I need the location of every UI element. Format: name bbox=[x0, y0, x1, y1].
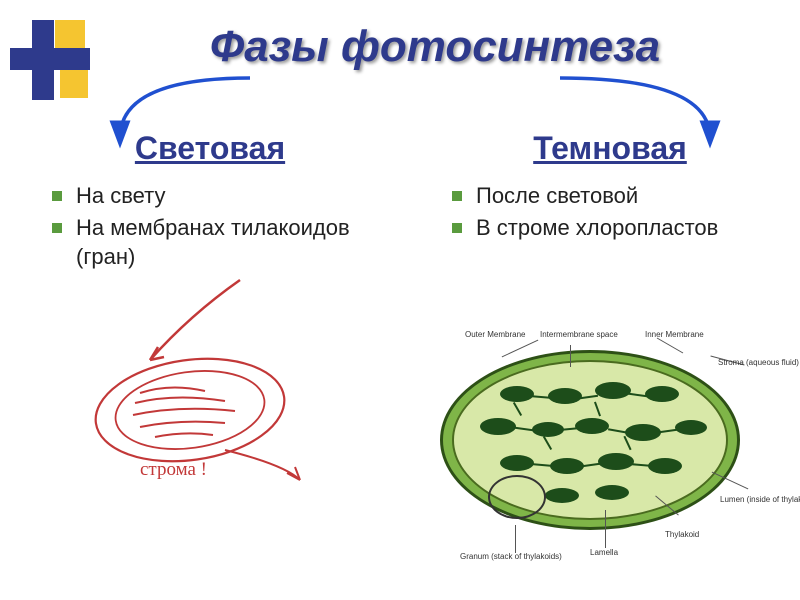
bullet: После световой bbox=[450, 181, 770, 211]
right-column: Темновая После световой В строме хлоропл… bbox=[400, 130, 800, 274]
label-granum: Granum (stack of thylakoids) bbox=[460, 552, 562, 561]
content-columns: Световая На свету На мембранах тилакоидо… bbox=[0, 130, 800, 274]
granum bbox=[500, 455, 534, 471]
label-inner-membrane: Inner Membrane bbox=[645, 330, 704, 339]
granum bbox=[598, 453, 634, 470]
granum bbox=[595, 485, 629, 500]
bullet: На свету bbox=[50, 181, 370, 211]
chloroplast-diagram: Outer Membrane Intermembrane space Inner… bbox=[420, 330, 770, 570]
left-heading: Световая bbox=[50, 130, 370, 167]
granum-highlight-ring bbox=[488, 475, 546, 519]
label-thylakoid: Thylakoid bbox=[665, 530, 699, 539]
left-bullets: На свету На мембранах тилакоидов (гран) bbox=[50, 181, 370, 272]
bullet: На мембранах тилакоидов (гран) bbox=[50, 213, 370, 272]
granum bbox=[625, 424, 661, 441]
slide-title: Фазы фотосинтеза bbox=[90, 22, 780, 72]
granum bbox=[648, 458, 682, 474]
bullet: В строме хлоропластов bbox=[450, 213, 770, 243]
right-heading: Темновая bbox=[450, 130, 770, 167]
granum bbox=[575, 418, 609, 434]
label-lumen: Lumen (inside of thylakoid) bbox=[720, 495, 800, 504]
hand-sketch: строма ! bbox=[85, 345, 315, 495]
granum bbox=[545, 488, 579, 503]
label-lamella: Lamella bbox=[590, 548, 618, 557]
granum bbox=[480, 418, 516, 435]
granum bbox=[595, 382, 631, 399]
left-column: Световая На свету На мембранах тилакоидо… bbox=[0, 130, 400, 274]
label-intermembrane: Intermembrane space bbox=[540, 330, 618, 339]
granum bbox=[675, 420, 707, 435]
label-stroma: Stroma (aqueous fluid) bbox=[718, 358, 799, 367]
granum bbox=[548, 388, 582, 404]
label-outer-membrane: Outer Membrane bbox=[465, 330, 525, 339]
granum bbox=[645, 386, 679, 402]
sketch-label: строма ! bbox=[140, 459, 207, 480]
right-bullets: После световой В строме хлоропластов bbox=[450, 181, 770, 242]
granum bbox=[550, 458, 584, 474]
granum bbox=[532, 422, 564, 437]
granum bbox=[500, 386, 534, 402]
